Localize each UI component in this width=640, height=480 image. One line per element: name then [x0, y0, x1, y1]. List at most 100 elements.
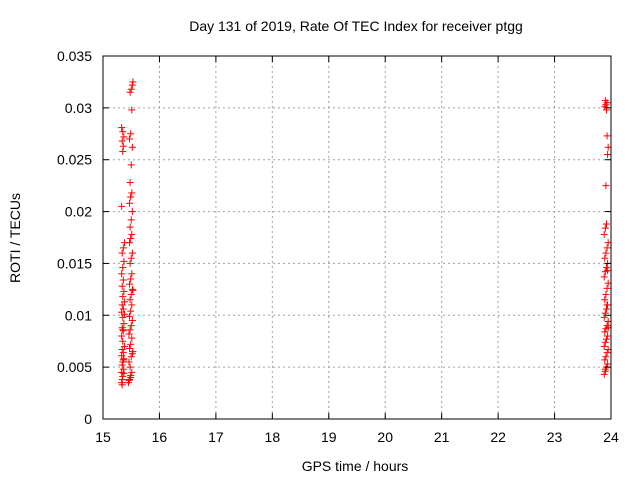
data-point-plus — [120, 298, 128, 306]
data-point-plus — [126, 312, 134, 320]
data-point-plus — [126, 326, 134, 334]
data-point-plus — [118, 361, 126, 369]
data-point-plus — [120, 342, 128, 350]
data-point-plus — [128, 285, 136, 293]
y-tick-label: 0.005 — [57, 359, 92, 375]
data-point-plus — [603, 349, 611, 357]
data-point-plus — [127, 340, 135, 348]
data-point-plus — [119, 327, 127, 335]
data-point-plus — [119, 147, 127, 155]
data-point-plus — [601, 224, 609, 232]
chart-title: Day 131 of 2019, Rate Of TEC Index for r… — [189, 18, 523, 34]
data-point-plus — [128, 230, 136, 238]
data-point-plus — [126, 135, 134, 143]
data-point-plus — [603, 301, 611, 309]
data-point-plus — [125, 377, 133, 385]
data-point-plus — [128, 143, 136, 151]
x-tick-label: 18 — [265, 429, 281, 445]
data-point-plus — [127, 235, 135, 243]
data-point-plus — [118, 352, 126, 360]
y-tick-label: 0.03 — [65, 100, 92, 116]
data-point-plus — [601, 356, 609, 364]
data-point-plus — [602, 291, 610, 299]
data-point-plus — [600, 342, 608, 350]
data-point-plus — [128, 334, 136, 342]
x-tick-label: 20 — [377, 429, 393, 445]
data-point-plus — [119, 244, 127, 252]
y-tick-label: 0 — [84, 411, 92, 427]
data-point-plus — [602, 264, 610, 272]
data-point-plus — [126, 179, 134, 187]
x-tick-label: 17 — [208, 429, 224, 445]
y-axis-label: ROTI / TECUs — [7, 193, 23, 283]
data-point-plus — [126, 296, 134, 304]
data-point-plus — [600, 370, 608, 378]
points-layer — [118, 78, 612, 389]
data-point-plus — [120, 320, 128, 328]
data-point-plus — [601, 328, 609, 336]
data-point-plus — [125, 330, 133, 338]
data-point-plus — [120, 133, 128, 141]
data-point-plus — [604, 267, 612, 275]
data-point-plus — [119, 264, 127, 272]
data-point-plus — [600, 273, 608, 281]
data-point-plus — [118, 249, 126, 257]
data-point-plus — [118, 124, 126, 132]
data-point-plus — [129, 286, 137, 294]
data-point-plus — [119, 365, 127, 373]
x-tick-label: 22 — [490, 429, 506, 445]
data-point-plus — [127, 161, 135, 169]
data-point-plus — [127, 275, 135, 283]
data-point-plus — [128, 189, 136, 197]
data-point-plus — [603, 284, 611, 292]
data-point-plus — [118, 282, 126, 290]
data-point-plus — [127, 307, 135, 315]
data-point-plus — [127, 130, 135, 138]
plot-frame — [102, 55, 612, 420]
grid-layer — [103, 56, 611, 419]
x-tick-label: 23 — [547, 429, 563, 445]
data-point-plus — [126, 280, 134, 288]
data-point-plus — [604, 360, 612, 368]
data-point-plus — [604, 151, 612, 159]
data-point-plus — [118, 381, 126, 389]
data-point-plus — [600, 230, 608, 238]
data-point-plus — [119, 293, 127, 301]
y-tick-label: 0.025 — [57, 152, 92, 168]
data-point-plus — [602, 182, 610, 190]
data-point-plus — [127, 216, 135, 224]
data-point-plus — [600, 313, 608, 321]
data-point-plus — [129, 348, 137, 356]
x-tick-label: 16 — [152, 429, 168, 445]
data-point-plus — [127, 322, 135, 330]
data-point-plus — [604, 332, 612, 340]
data-point-plus — [119, 142, 127, 150]
data-point-plus — [128, 81, 136, 89]
data-point-plus — [118, 270, 126, 278]
data-point-plus — [118, 202, 126, 210]
data-point-plus — [119, 305, 127, 313]
data-point-plus — [601, 97, 609, 105]
data-point-plus — [126, 199, 134, 207]
data-point-plus — [119, 276, 127, 284]
data-point-plus — [126, 344, 134, 352]
x-tick-label: 21 — [434, 429, 450, 445]
x-axis-label: GPS time / hours — [302, 458, 409, 474]
data-point-plus — [601, 254, 609, 262]
data-point-plus — [128, 208, 136, 216]
x-tick-label: 15 — [95, 429, 111, 445]
x-tick-label: 24 — [603, 429, 619, 445]
data-point-plus — [127, 291, 135, 299]
ticks-layer: 15 16 17 18 19 20 21 22 23 24 0 0.005 0.01 0.015 0.02 0… — [57, 48, 619, 445]
data-point-plus — [126, 239, 134, 247]
data-point-plus — [119, 326, 127, 334]
data-point-plus — [602, 335, 610, 343]
data-point-plus — [119, 349, 127, 357]
data-point-plus — [127, 193, 135, 201]
y-tick-label: 0.02 — [65, 204, 92, 220]
data-point-plus — [128, 301, 136, 309]
y-tick-label: 0.035 — [57, 48, 92, 64]
data-point-plus — [119, 313, 127, 321]
